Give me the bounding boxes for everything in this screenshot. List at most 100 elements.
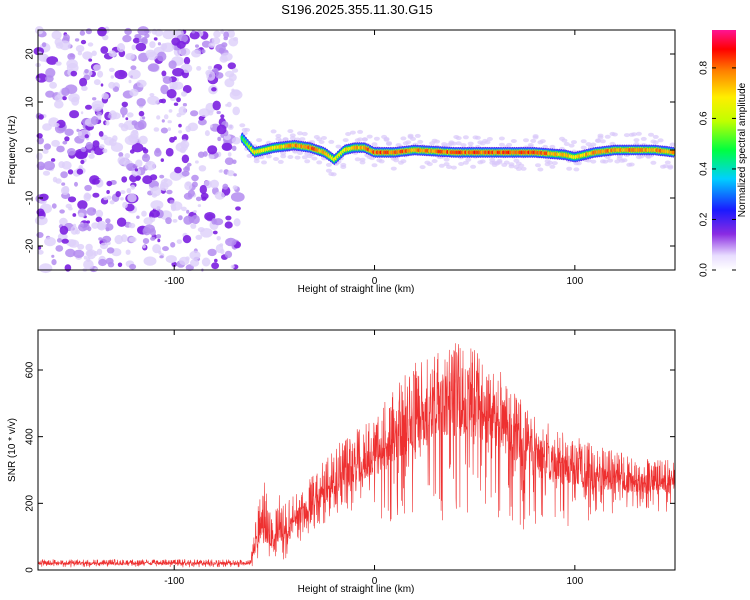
noise-blob xyxy=(53,122,60,128)
ridge-halo xyxy=(277,159,284,164)
noise-blob xyxy=(120,190,126,195)
noise-blob xyxy=(83,255,88,260)
noise-blob xyxy=(207,248,217,257)
ridge-halo xyxy=(652,140,659,145)
noise-blob xyxy=(90,150,95,154)
noise-blob xyxy=(197,204,202,208)
noise-blob xyxy=(114,234,124,245)
ridge-halo xyxy=(595,138,602,143)
noise-blob xyxy=(98,258,107,267)
noise-blob xyxy=(100,46,109,54)
noise-blob xyxy=(136,215,140,219)
ridge-halo xyxy=(520,166,527,171)
ridge-halo xyxy=(301,131,308,136)
spectrogram-ylabel: Frequency (Hz) xyxy=(7,116,18,185)
noise-blob xyxy=(118,122,125,128)
noise-blob xyxy=(122,34,132,43)
ridge-halo xyxy=(551,161,558,166)
noise-blob xyxy=(170,242,176,248)
noise-blob xyxy=(160,158,164,163)
noise-blob xyxy=(129,263,137,270)
noise-blob xyxy=(84,184,92,192)
noise-blob xyxy=(162,246,169,252)
y-tick-label: 600 xyxy=(25,361,36,378)
ridge-halo xyxy=(373,136,380,141)
noise-blob xyxy=(67,169,74,175)
ridge-halo xyxy=(650,160,657,165)
ridge-halo xyxy=(575,161,582,166)
noise-blob xyxy=(182,85,192,94)
noise-blob xyxy=(49,81,57,89)
noise-blob xyxy=(128,236,137,243)
noise-blob xyxy=(66,59,78,69)
noise-blob xyxy=(200,228,213,238)
noise-blob xyxy=(147,63,159,72)
noise-blob xyxy=(167,120,172,124)
ridge-halo xyxy=(518,163,525,168)
snr-xlabel: Height of straight line (km) xyxy=(298,584,415,595)
noise-blob xyxy=(172,219,178,223)
noise-blob xyxy=(193,210,197,214)
noise-blob xyxy=(117,262,123,268)
noise-blob xyxy=(232,159,237,165)
noise-blob xyxy=(61,87,70,96)
noise-blob xyxy=(44,236,56,247)
noise-blob xyxy=(134,121,145,131)
ridge-halo xyxy=(304,159,311,164)
noise-blob xyxy=(59,225,69,235)
noise-blob xyxy=(85,28,92,35)
noise-blob xyxy=(227,170,235,177)
ridge-halo xyxy=(590,159,597,164)
noise-blob xyxy=(161,98,166,104)
ridge-halo xyxy=(515,166,522,171)
ridge-halo xyxy=(450,141,457,146)
noise-blob xyxy=(102,148,108,154)
noise-blob xyxy=(136,79,147,88)
ridge-halo xyxy=(479,159,486,164)
noise-blob xyxy=(159,181,169,191)
x-tick-label: 0 xyxy=(372,576,378,587)
noise-blob xyxy=(132,37,140,44)
noise-blob xyxy=(225,70,235,78)
noise-blob xyxy=(59,217,68,226)
noise-blob xyxy=(69,110,80,119)
noise-blob xyxy=(69,53,75,58)
noise-blob xyxy=(91,222,99,229)
noise-blob xyxy=(195,196,202,202)
noise-blob xyxy=(61,186,70,196)
noise-blob xyxy=(86,249,97,260)
noise-blob xyxy=(125,53,135,60)
noise-blob xyxy=(151,193,158,198)
noise-blob xyxy=(169,170,183,181)
noise-blob xyxy=(36,137,45,145)
noise-blob xyxy=(37,249,44,255)
noise-blob xyxy=(191,181,198,188)
noise-blob xyxy=(161,119,165,123)
noise-blob xyxy=(126,112,134,118)
ridge-halo xyxy=(383,137,390,142)
y-tick-label: -10 xyxy=(25,190,36,205)
ridge-halo xyxy=(294,155,301,160)
noise-blob xyxy=(176,239,182,245)
ridge-halo xyxy=(405,140,412,145)
noise-blob xyxy=(157,42,161,46)
noise-blob xyxy=(137,26,149,36)
noise-blob xyxy=(77,243,85,250)
noise-blob xyxy=(129,88,139,97)
noise-blob xyxy=(116,217,127,227)
ridge-halo xyxy=(275,133,282,138)
ridge-halo xyxy=(537,167,544,172)
ridge-halo xyxy=(669,142,676,147)
ridge-halo xyxy=(330,172,337,177)
snr-frame xyxy=(37,329,676,571)
noise-blob xyxy=(144,160,156,171)
noise-blob xyxy=(166,189,173,195)
ridge-halo xyxy=(417,139,424,144)
noise-blob xyxy=(91,100,105,110)
noise-blob xyxy=(132,129,139,135)
noise-blob xyxy=(96,248,103,255)
noise-blob xyxy=(162,76,173,84)
noise-blob xyxy=(232,106,240,116)
noise-blob xyxy=(138,110,145,117)
noise-blob xyxy=(150,200,164,210)
